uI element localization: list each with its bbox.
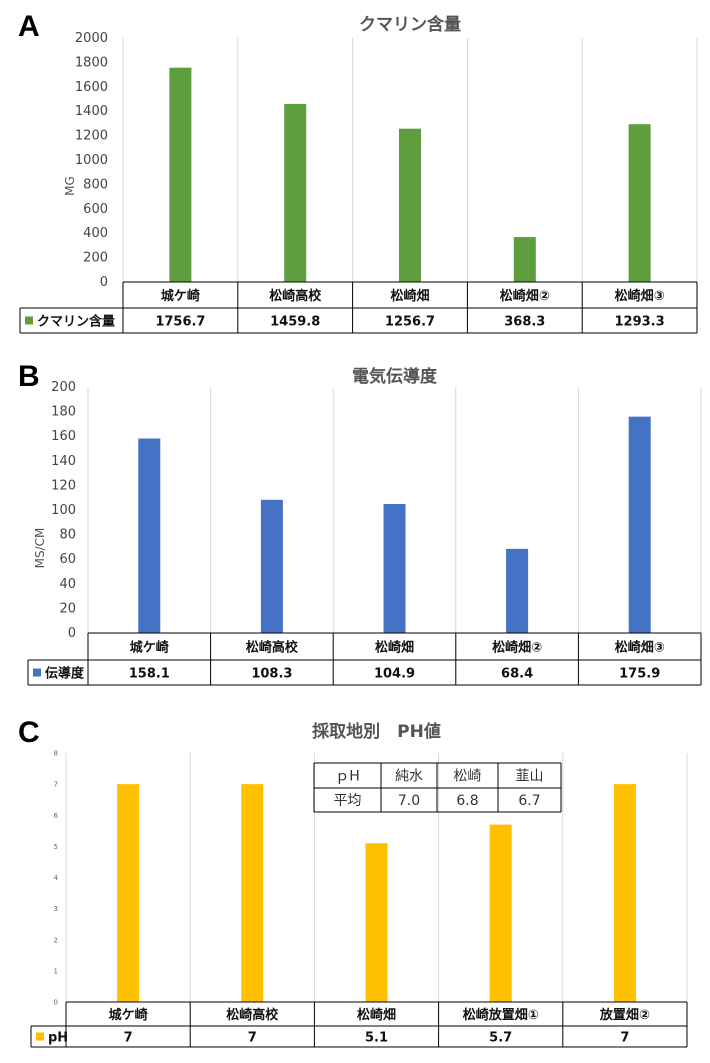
chart-b-y-tick-label: 160 bbox=[51, 429, 76, 444]
chart-a-value-label: 368.3 bbox=[504, 315, 545, 330]
panel-letter-b: B bbox=[18, 360, 40, 393]
chart-a-y-tick-label: 0 bbox=[100, 275, 108, 290]
chart-c-y-tick-label: 3 bbox=[54, 905, 58, 913]
chart-a-bar bbox=[513, 237, 536, 282]
chart-c-y-tick-label: 2 bbox=[54, 936, 58, 944]
chart-c-bar bbox=[241, 784, 264, 1002]
chart-b-category-label: 松崎畑② bbox=[492, 640, 542, 656]
chart-a-category-label: 松崎畑 bbox=[390, 288, 429, 304]
chart-b-bar bbox=[260, 499, 283, 633]
chart-b-y-tick-label: 120 bbox=[51, 478, 76, 493]
chart-a-category-label: 城ケ崎 bbox=[161, 288, 200, 304]
chart-a-value-label: 1293.3 bbox=[615, 315, 665, 330]
chart-b-value-label: 175.9 bbox=[619, 667, 660, 682]
chart-b-category-label: 松崎畑③ bbox=[615, 640, 665, 656]
chart-a-y-tick-label: 600 bbox=[83, 202, 108, 217]
chart-c-category-label: 放置畑② bbox=[599, 1007, 650, 1023]
chart-b-y-axis-label: MS/CM bbox=[33, 528, 47, 569]
chart-a-legend-swatch bbox=[25, 316, 33, 325]
chart-a-y-tick-label: 1600 bbox=[75, 80, 108, 95]
chart-c-bar bbox=[365, 843, 388, 1002]
chart-c-y-tick-label: 1 bbox=[54, 967, 58, 975]
chart-a-category-label: 松崎畑② bbox=[500, 288, 550, 304]
chart-a-y-tick-label: 400 bbox=[83, 226, 108, 241]
chart-c-value-label: 5.1 bbox=[365, 1031, 388, 1046]
chart-b-y-tick-label: 60 bbox=[59, 552, 76, 567]
chart-c-value-label: 7 bbox=[248, 1031, 257, 1046]
chart-b-category-label: 城ケ崎 bbox=[130, 640, 169, 656]
chart-b-value-label: 104.9 bbox=[374, 667, 415, 682]
chart-b-category-label: 松崎高校 bbox=[246, 640, 299, 656]
chart-a-y-tick-label: 1200 bbox=[75, 129, 108, 144]
chart-b-y-tick-label: 200 bbox=[51, 380, 76, 395]
chart-b-value-label: 108.3 bbox=[251, 667, 292, 682]
chart-c-y-tick-label: 7 bbox=[54, 781, 58, 789]
chart-c-bar bbox=[613, 784, 636, 1002]
chart-c-inset-value-cell: 平均 bbox=[334, 793, 362, 809]
chart-c-category-label: 松崎高校 bbox=[226, 1007, 279, 1023]
panel-letter-a: A bbox=[18, 10, 40, 43]
chart-a-y-tick-label: 800 bbox=[83, 177, 108, 192]
chart-c-bar bbox=[117, 784, 140, 1002]
chart-b-bar bbox=[138, 438, 161, 633]
chart-b-y-tick-label: 0 bbox=[68, 626, 76, 641]
chart-a-legend-label: クマリン含量 bbox=[37, 314, 115, 330]
chart-c-inset-header-cell: 韮山 bbox=[516, 769, 544, 785]
chart-a-value-label: 1756.7 bbox=[155, 315, 205, 330]
chart-a-value-label: 1256.7 bbox=[385, 315, 435, 330]
chart-b-value-label: 158.1 bbox=[129, 667, 170, 682]
chart-c-y-tick-label: 5 bbox=[54, 843, 58, 851]
chart-c-title: 採取地別 PH値 bbox=[312, 721, 441, 742]
chart-c-value-label: 5.7 bbox=[489, 1031, 512, 1046]
chart-a-bar bbox=[399, 128, 421, 282]
chart-a-y-tick-label: 1400 bbox=[75, 104, 108, 119]
chart-c-value-label: 7 bbox=[620, 1031, 629, 1046]
chart-c-category-label: 松崎放置畑① bbox=[463, 1007, 539, 1023]
chart-a-category-label: 松崎高校 bbox=[269, 288, 322, 304]
chart-c-inset-header-cell: ｐH bbox=[335, 769, 360, 785]
chart-c-inset-header-cell: 純水 bbox=[395, 769, 423, 785]
chart-c-inset-value-cell: 6.7 bbox=[518, 793, 540, 809]
chart-c-legend-label: pH bbox=[48, 1031, 68, 1046]
chart-c-inset-value-cell: 7.0 bbox=[398, 793, 420, 809]
chart-b-y-tick-label: 40 bbox=[59, 577, 76, 592]
chart-c-y-tick-label: 0 bbox=[54, 999, 58, 1007]
chart-a-bar bbox=[169, 67, 192, 282]
chart-c-category-label: 松崎畑 bbox=[357, 1007, 396, 1023]
chart-c-y-tick-label: 4 bbox=[54, 874, 59, 882]
chart-a-y-tick-label: 2000 bbox=[75, 31, 108, 46]
chart-b-y-tick-label: 180 bbox=[51, 405, 76, 420]
panel-letter-c: C bbox=[18, 716, 40, 749]
chart-b-y-tick-label: 80 bbox=[59, 528, 76, 543]
chart-a-y-tick-label: 1800 bbox=[75, 55, 108, 70]
chart-b-title: 電気伝導度 bbox=[352, 366, 438, 387]
chart-c-category-label: 城ケ崎 bbox=[109, 1007, 148, 1023]
chart-c-inset-header-cell: 松崎 bbox=[454, 769, 482, 785]
chart-a-title: クマリン含量 bbox=[359, 14, 461, 35]
chart-a-y-tick-label: 1000 bbox=[75, 153, 108, 168]
chart-c-value-label: 7 bbox=[124, 1031, 133, 1046]
chart-c-bar bbox=[489, 824, 512, 1002]
chart-b-bar bbox=[506, 548, 529, 633]
chart-b-legend-label: 伝導度 bbox=[45, 666, 85, 682]
chart-b-legend-swatch bbox=[33, 668, 41, 677]
chart-b-y-tick-label: 100 bbox=[51, 503, 76, 518]
chart-c-y-tick-label: 8 bbox=[54, 750, 58, 758]
chart-b-bar bbox=[383, 503, 406, 633]
chart-a-category-label: 松崎畑③ bbox=[615, 288, 665, 304]
chart-c-legend-swatch bbox=[36, 1032, 44, 1041]
chart-b-value-label: 68.4 bbox=[501, 667, 533, 682]
chart-a-bar bbox=[284, 103, 307, 282]
chart-a-y-tick-label: 200 bbox=[83, 251, 108, 266]
chart-a-value-label: 1459.8 bbox=[270, 315, 320, 330]
chart-b-y-tick-label: 140 bbox=[51, 454, 76, 469]
chart-c-inset-value-cell: 6.8 bbox=[456, 793, 478, 809]
chart-b-category-label: 松崎畑 bbox=[375, 640, 414, 656]
chart-c-y-tick-label: 6 bbox=[54, 812, 59, 820]
chart-a-y-axis-label: MG bbox=[63, 176, 77, 196]
chart-a-bar bbox=[628, 124, 651, 282]
chart-b-y-tick-label: 20 bbox=[59, 601, 76, 616]
chart-b-bar bbox=[628, 416, 651, 633]
